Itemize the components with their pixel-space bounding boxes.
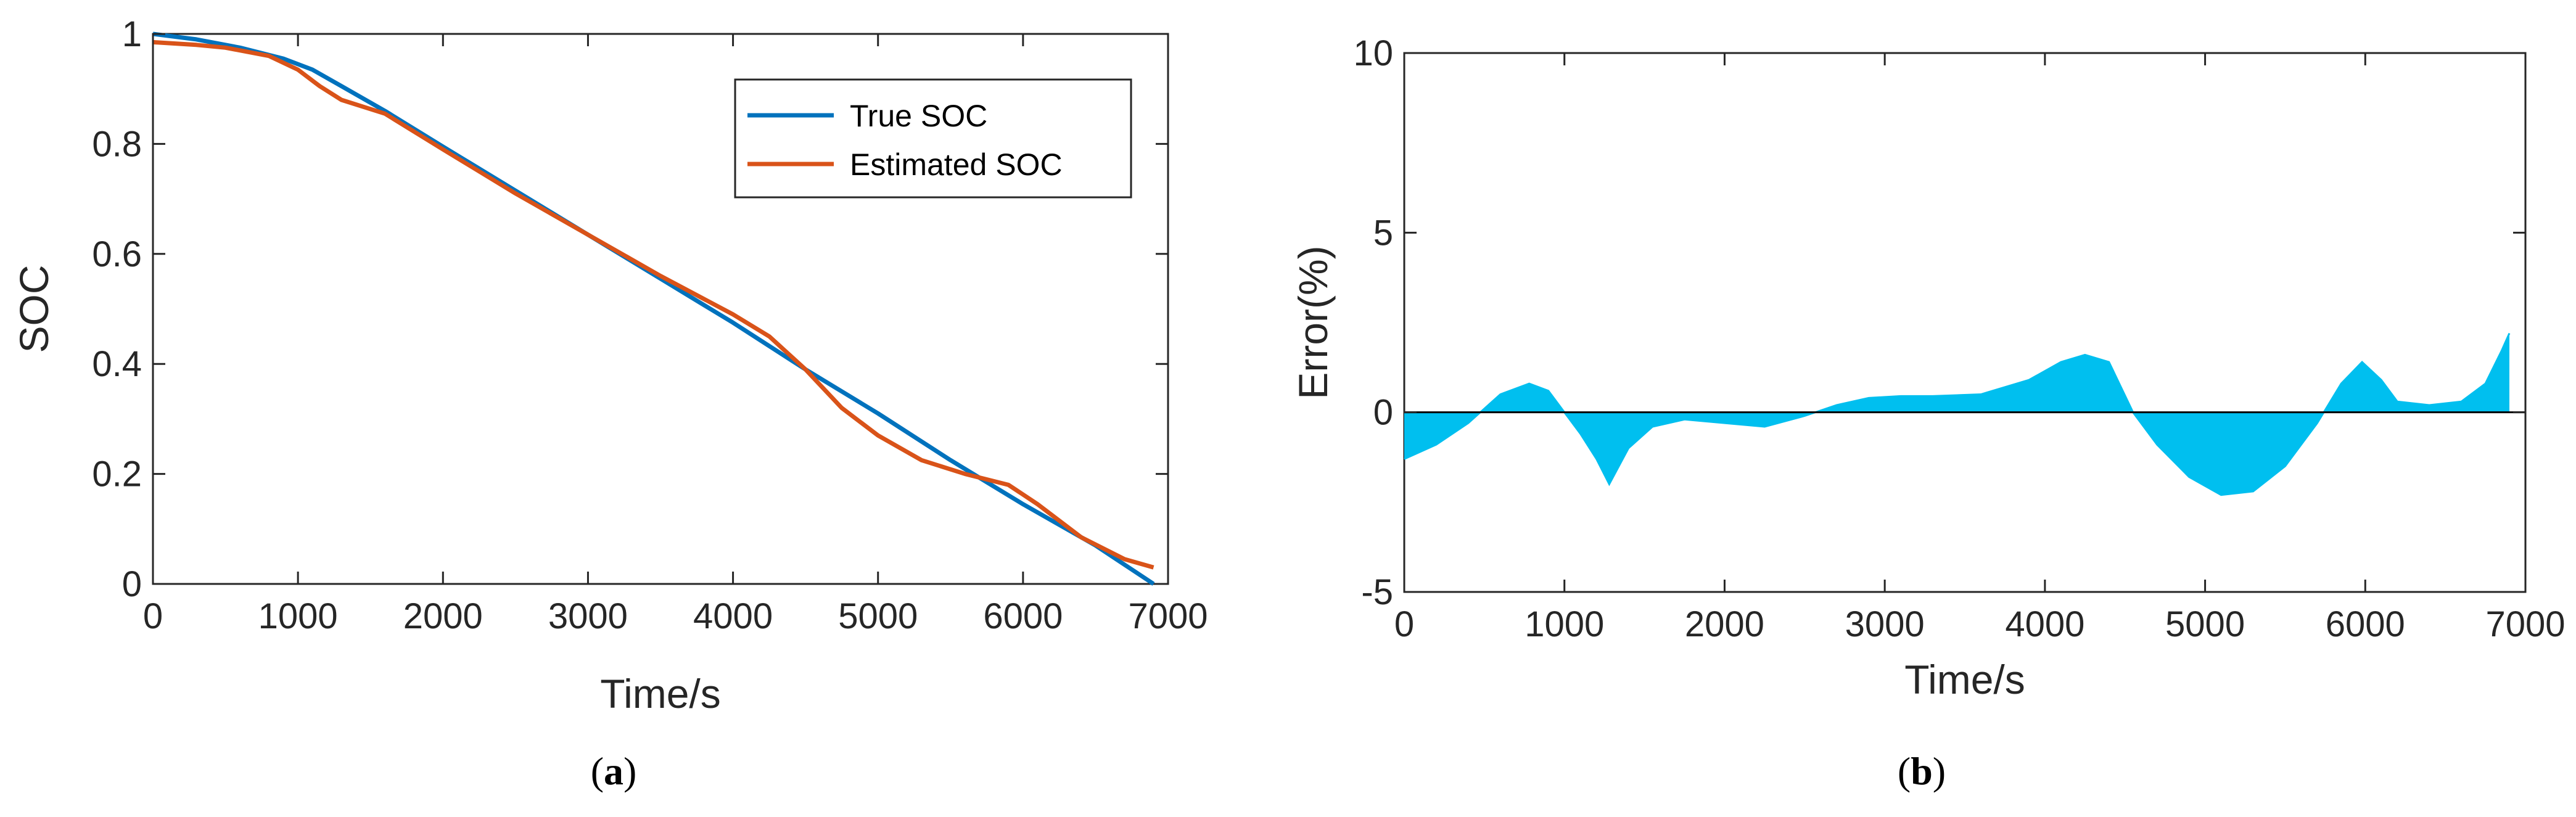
x-tick-label: 1000 bbox=[1525, 604, 1604, 644]
series-area-error bbox=[1404, 333, 2509, 495]
panel-a-label: (a) bbox=[591, 749, 637, 793]
panel-a-label-letter: a bbox=[604, 749, 623, 793]
y-tick-label: 0 bbox=[1373, 393, 1393, 433]
panel-a-legend: True SOC Estimated SOC bbox=[734, 78, 1132, 199]
panel-b-label-open: ( bbox=[1898, 749, 1911, 793]
x-tick-label: 6000 bbox=[2326, 604, 2405, 644]
x-tick-label: 5000 bbox=[2165, 604, 2245, 644]
panel-b-plot-area bbox=[1403, 52, 2527, 593]
panel-a-y-ticks: 0 0.2 0.4 0.6 0.8 1 bbox=[92, 14, 1168, 604]
panel-b-y-ticks: -5 0 5 10 bbox=[1353, 33, 2525, 612]
panel-b-x-axis-label: Time/s bbox=[1904, 657, 2025, 702]
legend-label-estimated-soc: Estimated SOC bbox=[850, 147, 1063, 182]
panel-b-label-letter: b bbox=[1911, 749, 1933, 793]
x-tick-label: 7000 bbox=[1128, 596, 1208, 636]
series-edge-error bbox=[1404, 332, 2511, 496]
x-tick-label: 0 bbox=[143, 596, 163, 636]
y-tick-label: 0.4 bbox=[92, 344, 142, 384]
y-tick-label: 0.2 bbox=[92, 454, 142, 495]
panel-a-x-ticks: 0 1000 2000 3000 4000 5000 6000 7000 bbox=[143, 34, 1208, 636]
series-line-estimated-soc bbox=[152, 39, 1154, 570]
x-tick-label: 5000 bbox=[838, 596, 918, 636]
y-tick-label: 1 bbox=[122, 14, 142, 54]
panel-b-label: (b) bbox=[1898, 749, 1946, 793]
panel-a-y-axis-label: SOC bbox=[11, 265, 57, 353]
y-tick-label: 0 bbox=[122, 564, 142, 604]
panel-b-y-axis-label: Error(%) bbox=[1290, 245, 1336, 399]
panel-b-x-ticks: 0 1000 2000 3000 4000 5000 6000 7000 bbox=[1394, 53, 2566, 644]
legend-box bbox=[734, 78, 1132, 199]
y-tick-label: -5 bbox=[1361, 572, 1393, 612]
y-tick-label: 0.8 bbox=[92, 124, 142, 164]
x-tick-label: 2000 bbox=[403, 596, 483, 636]
y-tick-label: 10 bbox=[1353, 33, 1393, 73]
x-tick-label: 4000 bbox=[2005, 604, 2084, 644]
x-tick-label: 6000 bbox=[983, 596, 1063, 636]
panel-b-label-close: ) bbox=[1933, 749, 1946, 793]
x-tick-label: 7000 bbox=[2485, 604, 2565, 644]
y-tick-label: 0.6 bbox=[92, 234, 142, 274]
x-tick-label: 1000 bbox=[258, 596, 338, 636]
panel-a-label-open: ( bbox=[591, 749, 604, 793]
x-tick-label: 0 bbox=[1394, 604, 1414, 644]
x-tick-label: 3000 bbox=[1845, 604, 1925, 644]
panel-a-series-layer bbox=[152, 31, 1155, 586]
panel-b-series-layer bbox=[1404, 332, 2525, 496]
y-tick-label: 5 bbox=[1373, 213, 1393, 253]
x-tick-label: 2000 bbox=[1685, 604, 1764, 644]
legend-label-true-soc: True SOC bbox=[850, 99, 987, 133]
panel-a: 0 1000 2000 3000 4000 5000 6000 7000 0 0.2 0.4 0.6… bbox=[11, 14, 1208, 793]
x-tick-label: 4000 bbox=[693, 596, 773, 636]
x-tick-label: 3000 bbox=[548, 596, 628, 636]
panel-a-x-axis-label: Time/s bbox=[600, 671, 721, 716]
panel-a-label-close: ) bbox=[623, 749, 636, 793]
